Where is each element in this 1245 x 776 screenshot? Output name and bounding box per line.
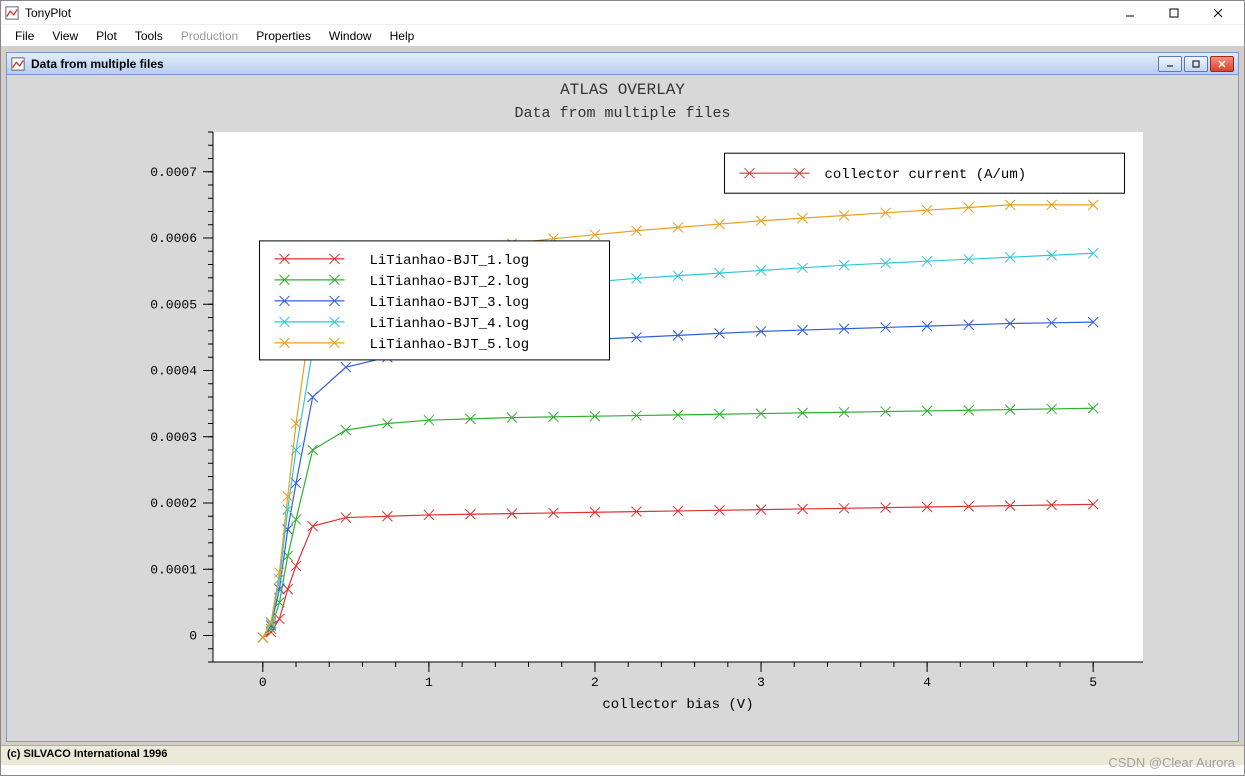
svg-text:0: 0 bbox=[258, 675, 266, 690]
maximize-button[interactable] bbox=[1152, 3, 1196, 23]
chart: 0 0.0001 0.0002 0.0003 0.0004 0.0005 0.0006 0.0… bbox=[23, 122, 1223, 722]
menu-file[interactable]: File bbox=[7, 27, 42, 45]
menu-help[interactable]: Help bbox=[382, 27, 423, 45]
app-title: TonyPlot bbox=[25, 6, 1108, 20]
chart-title: ATLAS OVERLAY bbox=[13, 81, 1232, 99]
svg-text:2: 2 bbox=[591, 675, 599, 690]
svg-text:0.0005: 0.0005 bbox=[150, 297, 197, 312]
minimize-button[interactable] bbox=[1108, 3, 1152, 23]
menu-production: Production bbox=[173, 27, 246, 45]
statusbar: (c) SILVACO International 1996 bbox=[1, 745, 1244, 765]
svg-text:0.0006: 0.0006 bbox=[150, 231, 197, 246]
app-window: TonyPlot FileViewPlotToolsProductionProp… bbox=[0, 0, 1245, 776]
svg-text:0.0007: 0.0007 bbox=[150, 165, 197, 180]
svg-text:collector current (A/um): collector current (A/um) bbox=[824, 167, 1026, 183]
svg-text:1: 1 bbox=[424, 675, 432, 690]
menubar: FileViewPlotToolsProductionPropertiesWin… bbox=[1, 25, 1244, 47]
menu-tools[interactable]: Tools bbox=[127, 27, 171, 45]
svg-text:0.0001: 0.0001 bbox=[150, 562, 197, 577]
chart-subtitle: Data from multiple files bbox=[13, 105, 1232, 122]
inner-maximize-button[interactable] bbox=[1184, 56, 1208, 72]
svg-text:5: 5 bbox=[1089, 675, 1097, 690]
inner-title: Data from multiple files bbox=[31, 57, 1158, 71]
doc-icon bbox=[11, 57, 25, 71]
titlebar[interactable]: TonyPlot bbox=[1, 1, 1244, 25]
svg-text:3: 3 bbox=[757, 675, 765, 690]
mdi-area: Data from multiple files ATLAS OVERLAY D… bbox=[1, 47, 1244, 745]
svg-text:0.0004: 0.0004 bbox=[150, 364, 197, 379]
svg-text:4: 4 bbox=[923, 675, 931, 690]
menu-plot[interactable]: Plot bbox=[88, 27, 125, 45]
svg-text:LiTianhao-BJT_3.log: LiTianhao-BJT_3.log bbox=[369, 295, 529, 311]
menu-window[interactable]: Window bbox=[321, 27, 380, 45]
close-button[interactable] bbox=[1196, 3, 1240, 23]
svg-text:LiTianhao-BJT_2.log: LiTianhao-BJT_2.log bbox=[369, 274, 529, 290]
menu-properties[interactable]: Properties bbox=[248, 27, 319, 45]
plot-area: ATLAS OVERLAY Data from multiple files 0… bbox=[13, 81, 1232, 735]
svg-text:LiTianhao-BJT_4.log: LiTianhao-BJT_4.log bbox=[369, 316, 529, 332]
inner-minimize-button[interactable] bbox=[1158, 56, 1182, 72]
inner-titlebar[interactable]: Data from multiple files bbox=[7, 53, 1238, 75]
svg-text:0.0003: 0.0003 bbox=[150, 430, 197, 445]
app-icon bbox=[5, 6, 19, 20]
svg-text:LiTianhao-BJT_5.log: LiTianhao-BJT_5.log bbox=[369, 337, 529, 353]
svg-text:LiTianhao-BJT_1.log: LiTianhao-BJT_1.log bbox=[369, 253, 529, 269]
svg-text:0: 0 bbox=[189, 629, 197, 644]
svg-text:collector bias (V): collector bias (V) bbox=[602, 697, 753, 713]
menu-view[interactable]: View bbox=[44, 27, 86, 45]
svg-text:0.0002: 0.0002 bbox=[150, 496, 197, 511]
inner-window: Data from multiple files ATLAS OVERLAY D… bbox=[6, 52, 1239, 742]
inner-close-button[interactable] bbox=[1210, 56, 1234, 72]
watermark: CSDN @Clear Aurora bbox=[1108, 755, 1235, 770]
